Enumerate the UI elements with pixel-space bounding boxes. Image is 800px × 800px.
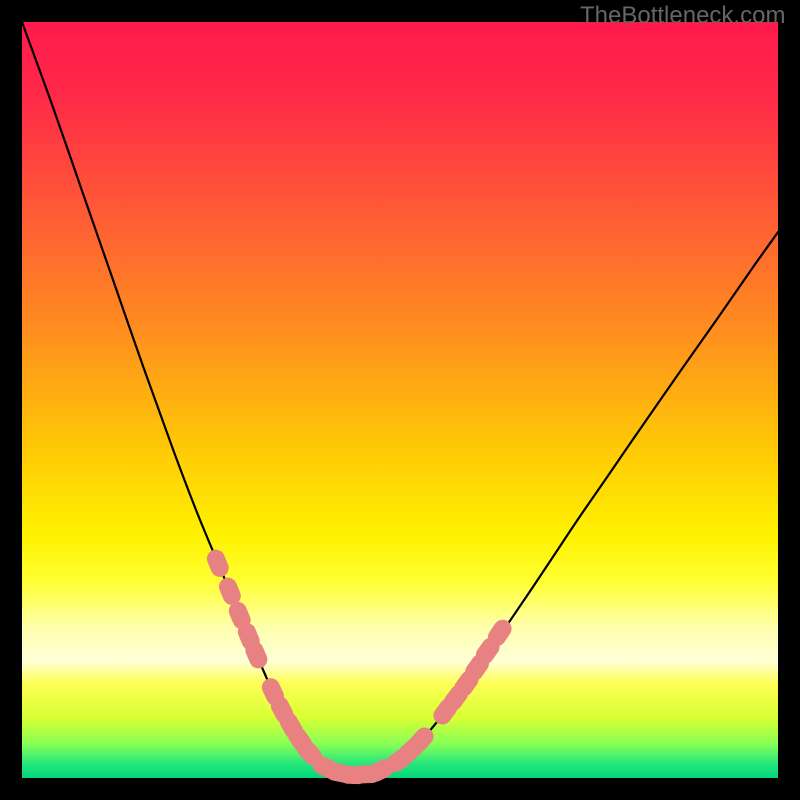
chart-svg	[0, 0, 800, 800]
gradient-background	[22, 22, 778, 778]
watermark-label: TheBottleneck.com	[580, 2, 785, 30]
bottleneck-curve-chart: TheBottleneck.com	[0, 0, 800, 800]
